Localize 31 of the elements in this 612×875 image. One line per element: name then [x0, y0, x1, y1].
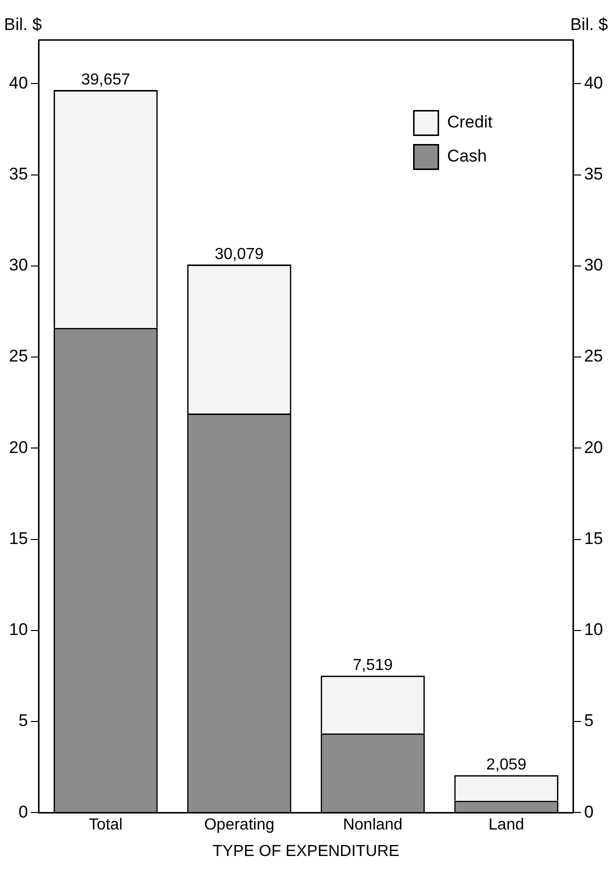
y2-axis-title: Bil. $ — [570, 15, 609, 34]
total-label: 39,657 — [81, 71, 130, 88]
total-label: 7,519 — [352, 656, 393, 674]
y2-tick-label: 10 — [584, 620, 604, 640]
y2-tick-label: 25 — [584, 346, 604, 366]
y-tick-label: 25 — [8, 346, 28, 366]
x-tick-label: Land — [488, 816, 524, 834]
total-label: 30,079 — [214, 246, 264, 263]
y-tick-label: 10 — [8, 620, 28, 640]
y2-tick-label: 40 — [584, 73, 604, 92]
y-tick-label: 5 — [18, 711, 28, 730]
x-tick-label: Total — [88, 816, 123, 834]
x-tick-label: Nonland — [342, 816, 403, 834]
x-axis-title: TYPE OF EXPENDITURE — [212, 842, 400, 860]
y-tick-label: 0 — [18, 802, 28, 822]
y-tick-label: 15 — [8, 528, 28, 548]
legend-label: Cash — [447, 146, 487, 166]
y-tick-label: 30 — [8, 256, 28, 275]
y2-tick-label: 20 — [584, 438, 604, 457]
y-axis-title: Bil. $ — [4, 15, 42, 34]
y2-tick-label: 5 — [584, 711, 594, 730]
y2-tick-label: 30 — [584, 256, 604, 275]
y-tick-label: 35 — [8, 164, 28, 184]
total-label: 2,059 — [486, 756, 526, 774]
legend-label: Credit — [447, 112, 493, 132]
x-tick-label: Operating — [204, 816, 274, 834]
y-tick-label: 40 — [8, 73, 28, 92]
y2-tick-label: 0 — [584, 802, 594, 822]
y2-tick-label: 15 — [584, 528, 604, 548]
y-tick-label: 20 — [8, 438, 28, 457]
y2-tick-label: 35 — [584, 164, 604, 184]
